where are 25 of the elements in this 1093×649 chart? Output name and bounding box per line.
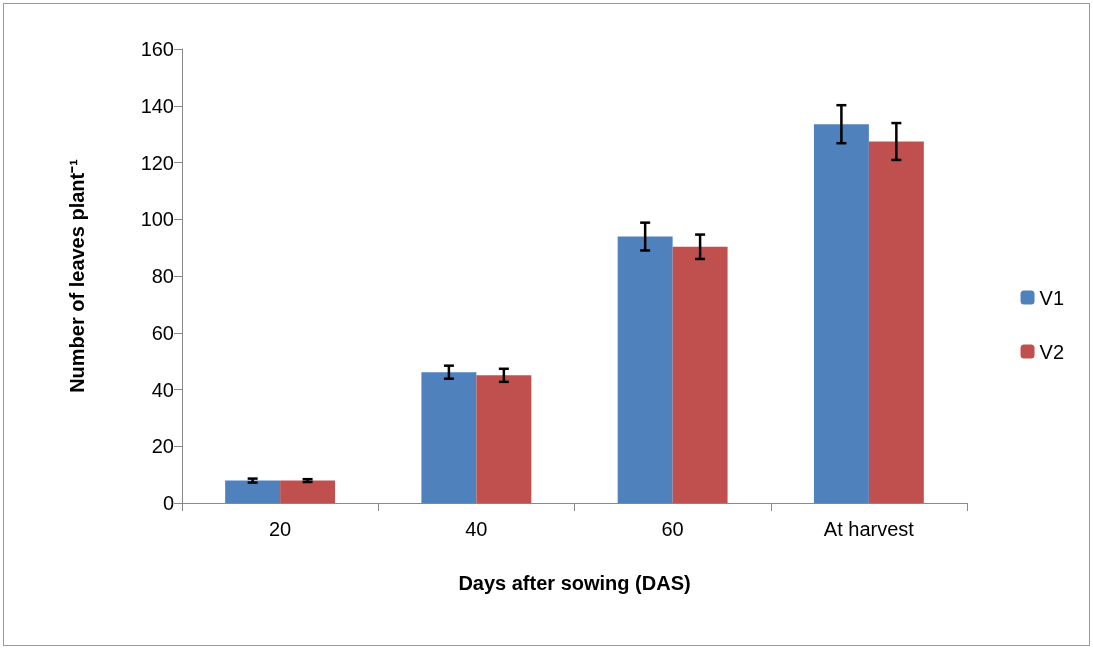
y-tick-label: 100 xyxy=(140,208,174,231)
y-tick-label: 20 xyxy=(151,435,174,458)
y-tick-label: 40 xyxy=(151,378,174,401)
y-axis-title: Number of leaves plant⁻¹ xyxy=(66,158,88,393)
y-tick-label: 80 xyxy=(151,265,174,287)
y-tick-label: 0 xyxy=(162,492,174,514)
bar xyxy=(617,236,673,503)
y-tick-label: 140 xyxy=(140,94,174,117)
bar xyxy=(813,124,869,503)
x-axis-title: Days after sowing (DAS) xyxy=(458,572,691,594)
bar xyxy=(672,246,728,503)
x-tick-label: At harvest xyxy=(823,518,915,540)
y-tick-label: 60 xyxy=(151,321,174,344)
bar xyxy=(280,480,336,503)
legend-label: V2 xyxy=(1039,340,1065,363)
x-tick-label: 60 xyxy=(661,518,684,540)
x-tick-label: 20 xyxy=(269,518,292,540)
y-tick-label: 160 xyxy=(140,38,174,60)
x-tick-label: 40 xyxy=(465,518,488,540)
bar xyxy=(868,141,924,503)
legend-label: V1 xyxy=(1039,286,1065,309)
y-tick-label: 120 xyxy=(140,151,174,174)
bar xyxy=(476,375,532,503)
bar xyxy=(225,480,281,503)
bar xyxy=(421,372,477,503)
